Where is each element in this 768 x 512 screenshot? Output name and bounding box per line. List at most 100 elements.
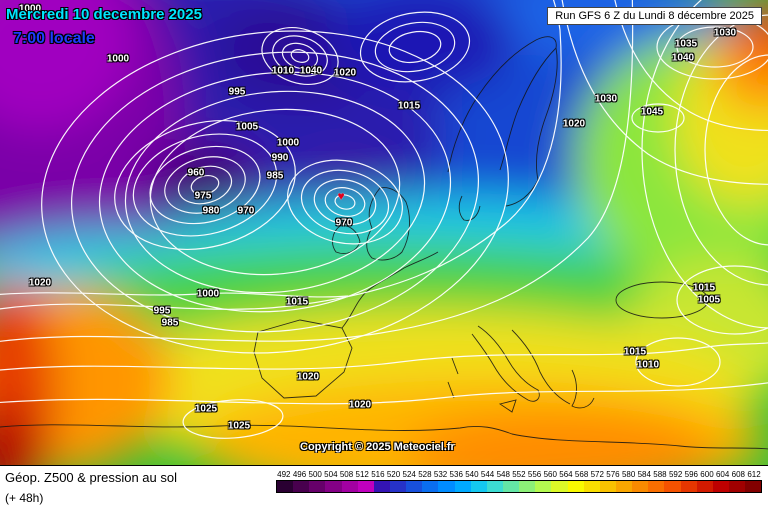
scale-value: 536 — [449, 470, 463, 479]
copyright-label: Copyright © 2025 Meteociel.fr — [300, 441, 455, 453]
scale-color-cell — [454, 481, 471, 492]
pressure-label: 985 — [266, 170, 284, 182]
pressure-label: 1025 — [194, 403, 218, 415]
pressure-label: 1010 — [271, 65, 295, 77]
scale-color-cell — [357, 481, 374, 492]
scale-color-cell — [341, 481, 358, 492]
pressure-label: 1020 — [348, 399, 372, 411]
pressure-label: 1025 — [227, 420, 251, 432]
scale-value: 508 — [339, 470, 354, 479]
pressure-label: 985 — [161, 317, 179, 329]
scale-color-cell — [615, 481, 633, 492]
scale-color-cell — [648, 481, 665, 492]
scale-color-cell — [470, 481, 487, 492]
scale-color-cell — [389, 481, 407, 492]
scale-value: 500 — [308, 470, 322, 479]
scale-color-cell — [680, 481, 697, 492]
scale-value: 528 — [418, 470, 432, 479]
pressure-label: 1040 — [671, 52, 695, 64]
pressure-label: 1020 — [28, 277, 52, 289]
scale-value: 560 — [543, 470, 557, 479]
coastlines — [0, 36, 768, 450]
scale-value: 584 — [637, 470, 651, 479]
scale-color-cell — [696, 481, 713, 492]
scale-value: 504 — [324, 470, 338, 479]
scale-value: 564 — [559, 470, 573, 479]
scale-color-cell — [486, 481, 503, 492]
scale-value: 596 — [684, 470, 698, 479]
scale-value: 556 — [527, 470, 542, 479]
pressure-label: 1020 — [562, 118, 586, 130]
pressure-label: 980 — [202, 205, 220, 217]
pressure-label: 970 — [335, 217, 353, 229]
scale-color-cell — [373, 481, 390, 492]
pressure-label: 975 — [194, 190, 212, 202]
scale-color-cell — [664, 481, 681, 492]
scale-color-cell — [583, 481, 600, 492]
scale-value: 588 — [653, 470, 667, 479]
scale-color-cell — [551, 481, 568, 492]
scale-value: 524 — [402, 470, 416, 479]
legend-subtitle: (+ 48h) — [5, 491, 44, 505]
scale-value: 604 — [715, 470, 730, 479]
pressure-label: 1010 — [636, 359, 660, 371]
scale-color-cell — [438, 481, 455, 492]
pressure-label: 1015 — [285, 296, 309, 308]
scale-color-cell — [599, 481, 616, 492]
pressure-label: 1000 — [276, 137, 300, 149]
scale-value: 600 — [700, 470, 714, 479]
scale-value: 580 — [621, 470, 636, 479]
scale-color-cell — [535, 481, 552, 492]
pressure-label: 1000 — [196, 288, 220, 300]
pressure-label: 960 — [187, 167, 205, 179]
scale-color-cell — [728, 481, 746, 492]
color-scale: 492 496 500 504 508 512 516 520 524 528 532 536 540 5… — [276, 470, 762, 493]
map-field-svg — [0, 0, 768, 465]
pressure-label: 1000 — [106, 53, 130, 65]
scale-values-row: 492 496 500 504 508 512 516 520 524 528 532 536 540 5… — [276, 470, 762, 479]
scale-color-cell — [567, 481, 584, 492]
scale-value: 568 — [574, 470, 589, 479]
scale-color-cell — [406, 481, 423, 492]
scale-value: 496 — [292, 470, 307, 479]
pressure-label: 970 — [237, 205, 255, 217]
scale-color-cell — [712, 481, 729, 492]
pressure-label: 1015 — [692, 282, 716, 294]
scale-colors-row — [276, 480, 762, 493]
pressure-label: 1015 — [623, 346, 647, 358]
scale-color-cell — [293, 481, 310, 492]
scale-value: 512 — [355, 470, 369, 479]
pressure-label: 990 — [271, 152, 289, 164]
run-info-box: Run GFS 6 Z du Lundi 8 décembre 2025 — [547, 7, 762, 25]
color-field — [0, 0, 768, 465]
scale-value: 592 — [668, 470, 683, 479]
low-center-heart-icon: ♥ — [337, 189, 345, 203]
pressure-label: 1045 — [640, 106, 664, 118]
scale-value: 576 — [606, 470, 620, 479]
scale-color-cell — [632, 481, 649, 492]
scale-color-cell — [745, 481, 762, 492]
scale-value: 516 — [371, 470, 385, 479]
pressure-label: 995 — [153, 305, 171, 317]
pressure-label: 1035 — [674, 38, 698, 50]
legend-bar: Géop. Z500 & pression au sol (+ 48h) 492… — [0, 465, 768, 512]
pressure-label: 1030 — [594, 93, 618, 105]
scale-color-cell — [519, 481, 536, 492]
pressure-label: 995 — [228, 86, 246, 98]
scale-color-cell — [309, 481, 326, 492]
scale-value: 540 — [465, 470, 479, 479]
scale-value: 492 — [277, 470, 291, 479]
valid-time-label: 7:00 locale — [13, 30, 95, 47]
scale-color-cell — [277, 481, 294, 492]
scale-color-cell — [325, 481, 342, 492]
pressure-label: 1020 — [296, 371, 320, 383]
valid-date-label: Mercredi 10 decembre 2025 — [6, 6, 202, 23]
pressure-label: 1005 — [697, 294, 721, 306]
scale-color-cell — [502, 481, 520, 492]
scale-value: 520 — [386, 470, 401, 479]
pressure-label: 1030 — [713, 27, 737, 39]
pressure-label: 1015 — [397, 100, 421, 112]
legend-title: Géop. Z500 & pression au sol — [5, 470, 177, 485]
scale-value: 544 — [480, 470, 495, 479]
